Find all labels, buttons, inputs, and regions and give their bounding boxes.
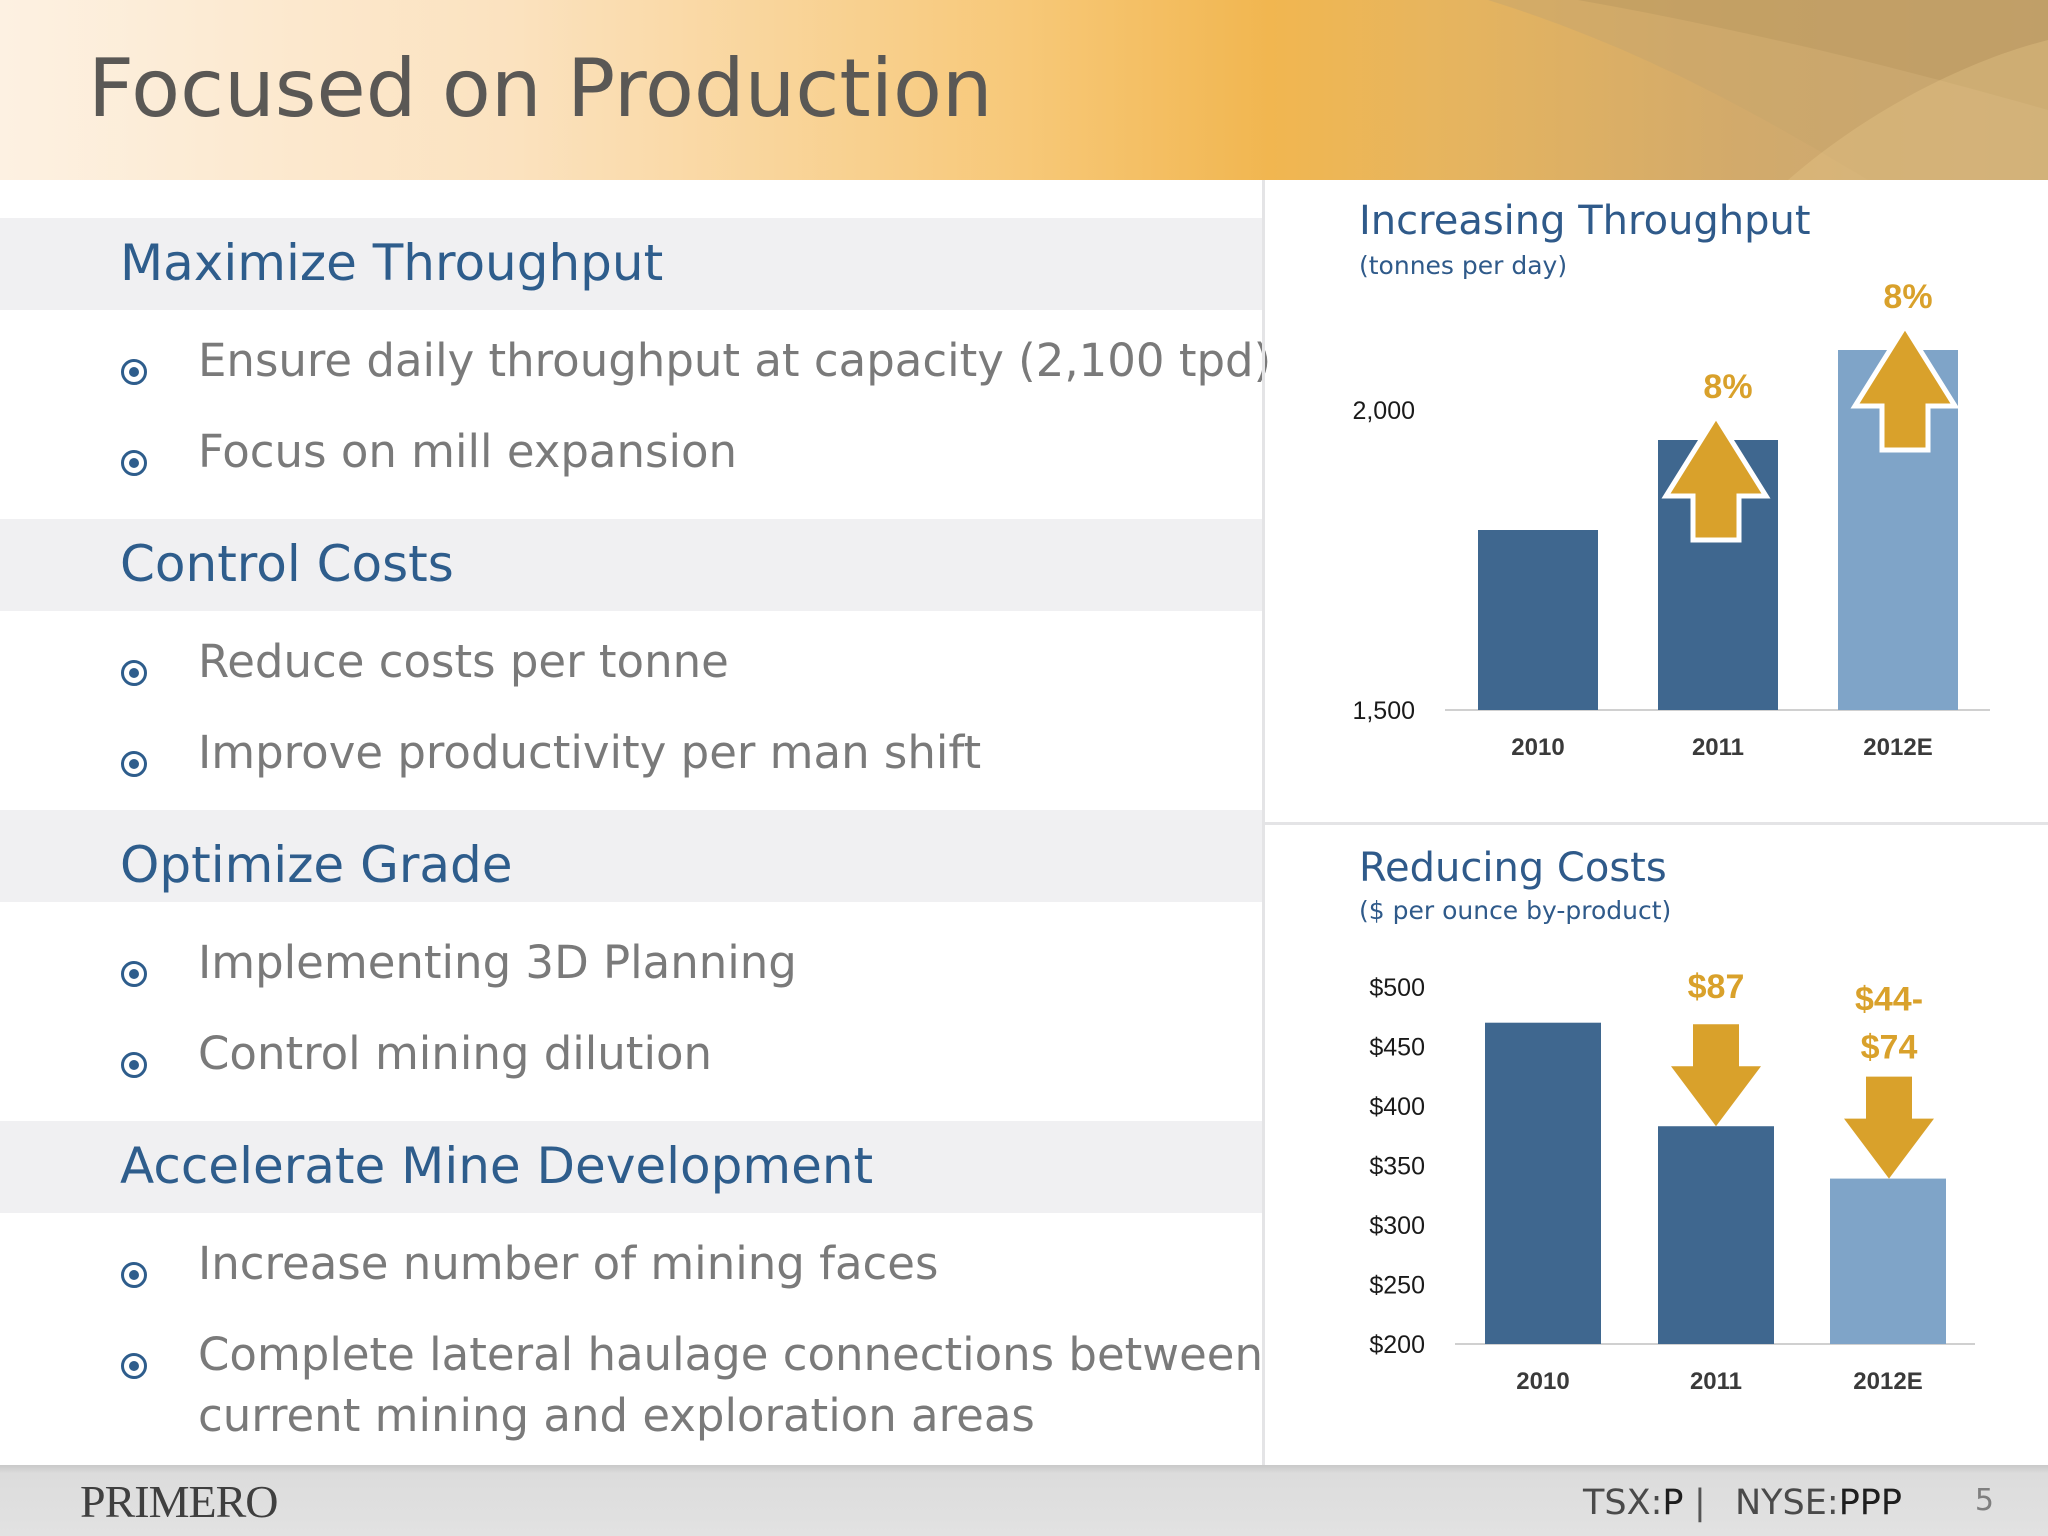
- tsx-label: TSX:: [1583, 1483, 1663, 1523]
- nyse-label: NYSE:: [1735, 1483, 1839, 1523]
- slide-footer: PRIMERO TSX:P | NYSE:PPP 5: [0, 1465, 2048, 1536]
- bullet-text-continued: current mining and exploration areas: [198, 1389, 1035, 1442]
- objectives-panel: Maximize Throughput Ensure daily through…: [0, 180, 1271, 1465]
- nyse-ticker: NYSE:PPP: [1735, 1483, 1902, 1523]
- target-bullet-icon: [121, 660, 147, 686]
- bullet-text: Implementing 3D Planning: [198, 936, 797, 989]
- tsx-ticker: TSX:P: [1583, 1483, 1683, 1523]
- target-bullet-icon: [121, 1262, 147, 1288]
- slide-header: Focused on Production: [0, 0, 2048, 180]
- section-band-grade: [0, 810, 1262, 902]
- y-tick-label: $450: [1369, 1034, 1425, 1062]
- data-label: $87: [1688, 968, 1745, 1006]
- page-number: 5: [1974, 1483, 1994, 1518]
- y-tick-label: $200: [1369, 1331, 1425, 1359]
- costs-chart-title: Reducing Costs: [1359, 845, 1667, 891]
- section-title-throughput: Maximize Throughput: [120, 234, 664, 292]
- target-bullet-icon: [121, 1353, 147, 1379]
- bullet-text: Increase number of mining faces: [198, 1237, 939, 1290]
- vertical-divider: [1262, 180, 1265, 1465]
- tsx-symbol: P: [1662, 1483, 1684, 1523]
- x-tick-label: 2011: [1690, 1368, 1742, 1395]
- bullet-text: Ensure daily throughput at capacity (2,1…: [198, 334, 1272, 387]
- target-bullet-icon: [121, 450, 147, 476]
- x-tick-label: 2012E: [1853, 1368, 1922, 1395]
- data-label: 8%: [1703, 368, 1752, 406]
- target-bullet-icon: [121, 961, 147, 987]
- costs-chart-subtitle: ($ per ounce by-product): [1359, 896, 1672, 925]
- section-band-costs: [0, 519, 1262, 611]
- increase-arrow: [1850, 321, 1960, 453]
- decrease-arrow: [1671, 1024, 1761, 1127]
- y-tick-label: $400: [1369, 1093, 1425, 1121]
- x-tick-label: 2012E: [1863, 734, 1932, 761]
- x-tick-label: 2010: [1511, 734, 1564, 761]
- nyse-symbol: PPP: [1838, 1483, 1903, 1523]
- section-title-grade: Optimize Grade: [120, 836, 513, 894]
- ticker-separator: |: [1694, 1483, 1706, 1523]
- bar: [1485, 1022, 1601, 1344]
- bar: [1658, 1126, 1774, 1344]
- target-bullet-icon: [121, 359, 147, 385]
- section-title-costs: Control Costs: [120, 535, 454, 593]
- slide-title: Focused on Production: [88, 42, 993, 135]
- throughput-chart: 1,500 2,000 2010 2011 8% 2012E 8%: [1352, 278, 1990, 761]
- target-bullet-icon: [121, 751, 147, 777]
- increase-arrow: [1661, 411, 1771, 543]
- bar: [1830, 1178, 1946, 1344]
- section-band-throughput: [0, 218, 1262, 310]
- bullet-text: Complete lateral haulage connections bet…: [198, 1328, 1263, 1381]
- data-label: $44-: [1855, 981, 1923, 1019]
- x-tick-label: 2010: [1516, 1368, 1569, 1395]
- header-swoosh-decoration: [1488, 0, 2048, 180]
- bullet-text: Control mining dilution: [198, 1027, 713, 1080]
- data-label: $74: [1861, 1029, 1918, 1067]
- x-tick-label: 2011: [1692, 734, 1744, 761]
- section-band-development: [0, 1121, 1262, 1213]
- section-title-development: Accelerate Mine Development: [120, 1137, 874, 1195]
- company-logo: PRIMERO: [80, 1476, 278, 1527]
- throughput-chart-title: Increasing Throughput: [1359, 198, 1811, 244]
- decrease-arrow: [1844, 1076, 1934, 1179]
- bullet-text: Improve productivity per man shift: [198, 726, 982, 779]
- costs-chart: $200 $250 $300 $350 $400 $450 $500 2010 2011 $87 2…: [1369, 968, 1975, 1395]
- y-tick-label: $300: [1369, 1212, 1425, 1240]
- bullet-text: Focus on mill expansion: [198, 425, 738, 478]
- y-tick-label: 2,000: [1352, 397, 1415, 425]
- data-label: 8%: [1883, 278, 1932, 316]
- bar: [1478, 530, 1598, 710]
- throughput-chart-subtitle: (tonnes per day): [1359, 251, 1568, 280]
- y-tick-label: 1,500: [1352, 697, 1415, 725]
- bullet-text: Reduce costs per tonne: [198, 635, 729, 688]
- y-tick-label: $350: [1369, 1153, 1425, 1181]
- target-bullet-icon: [121, 1052, 147, 1078]
- horizontal-divider: [1265, 822, 2048, 825]
- y-tick-label: $500: [1369, 974, 1425, 1002]
- y-tick-label: $250: [1369, 1272, 1425, 1300]
